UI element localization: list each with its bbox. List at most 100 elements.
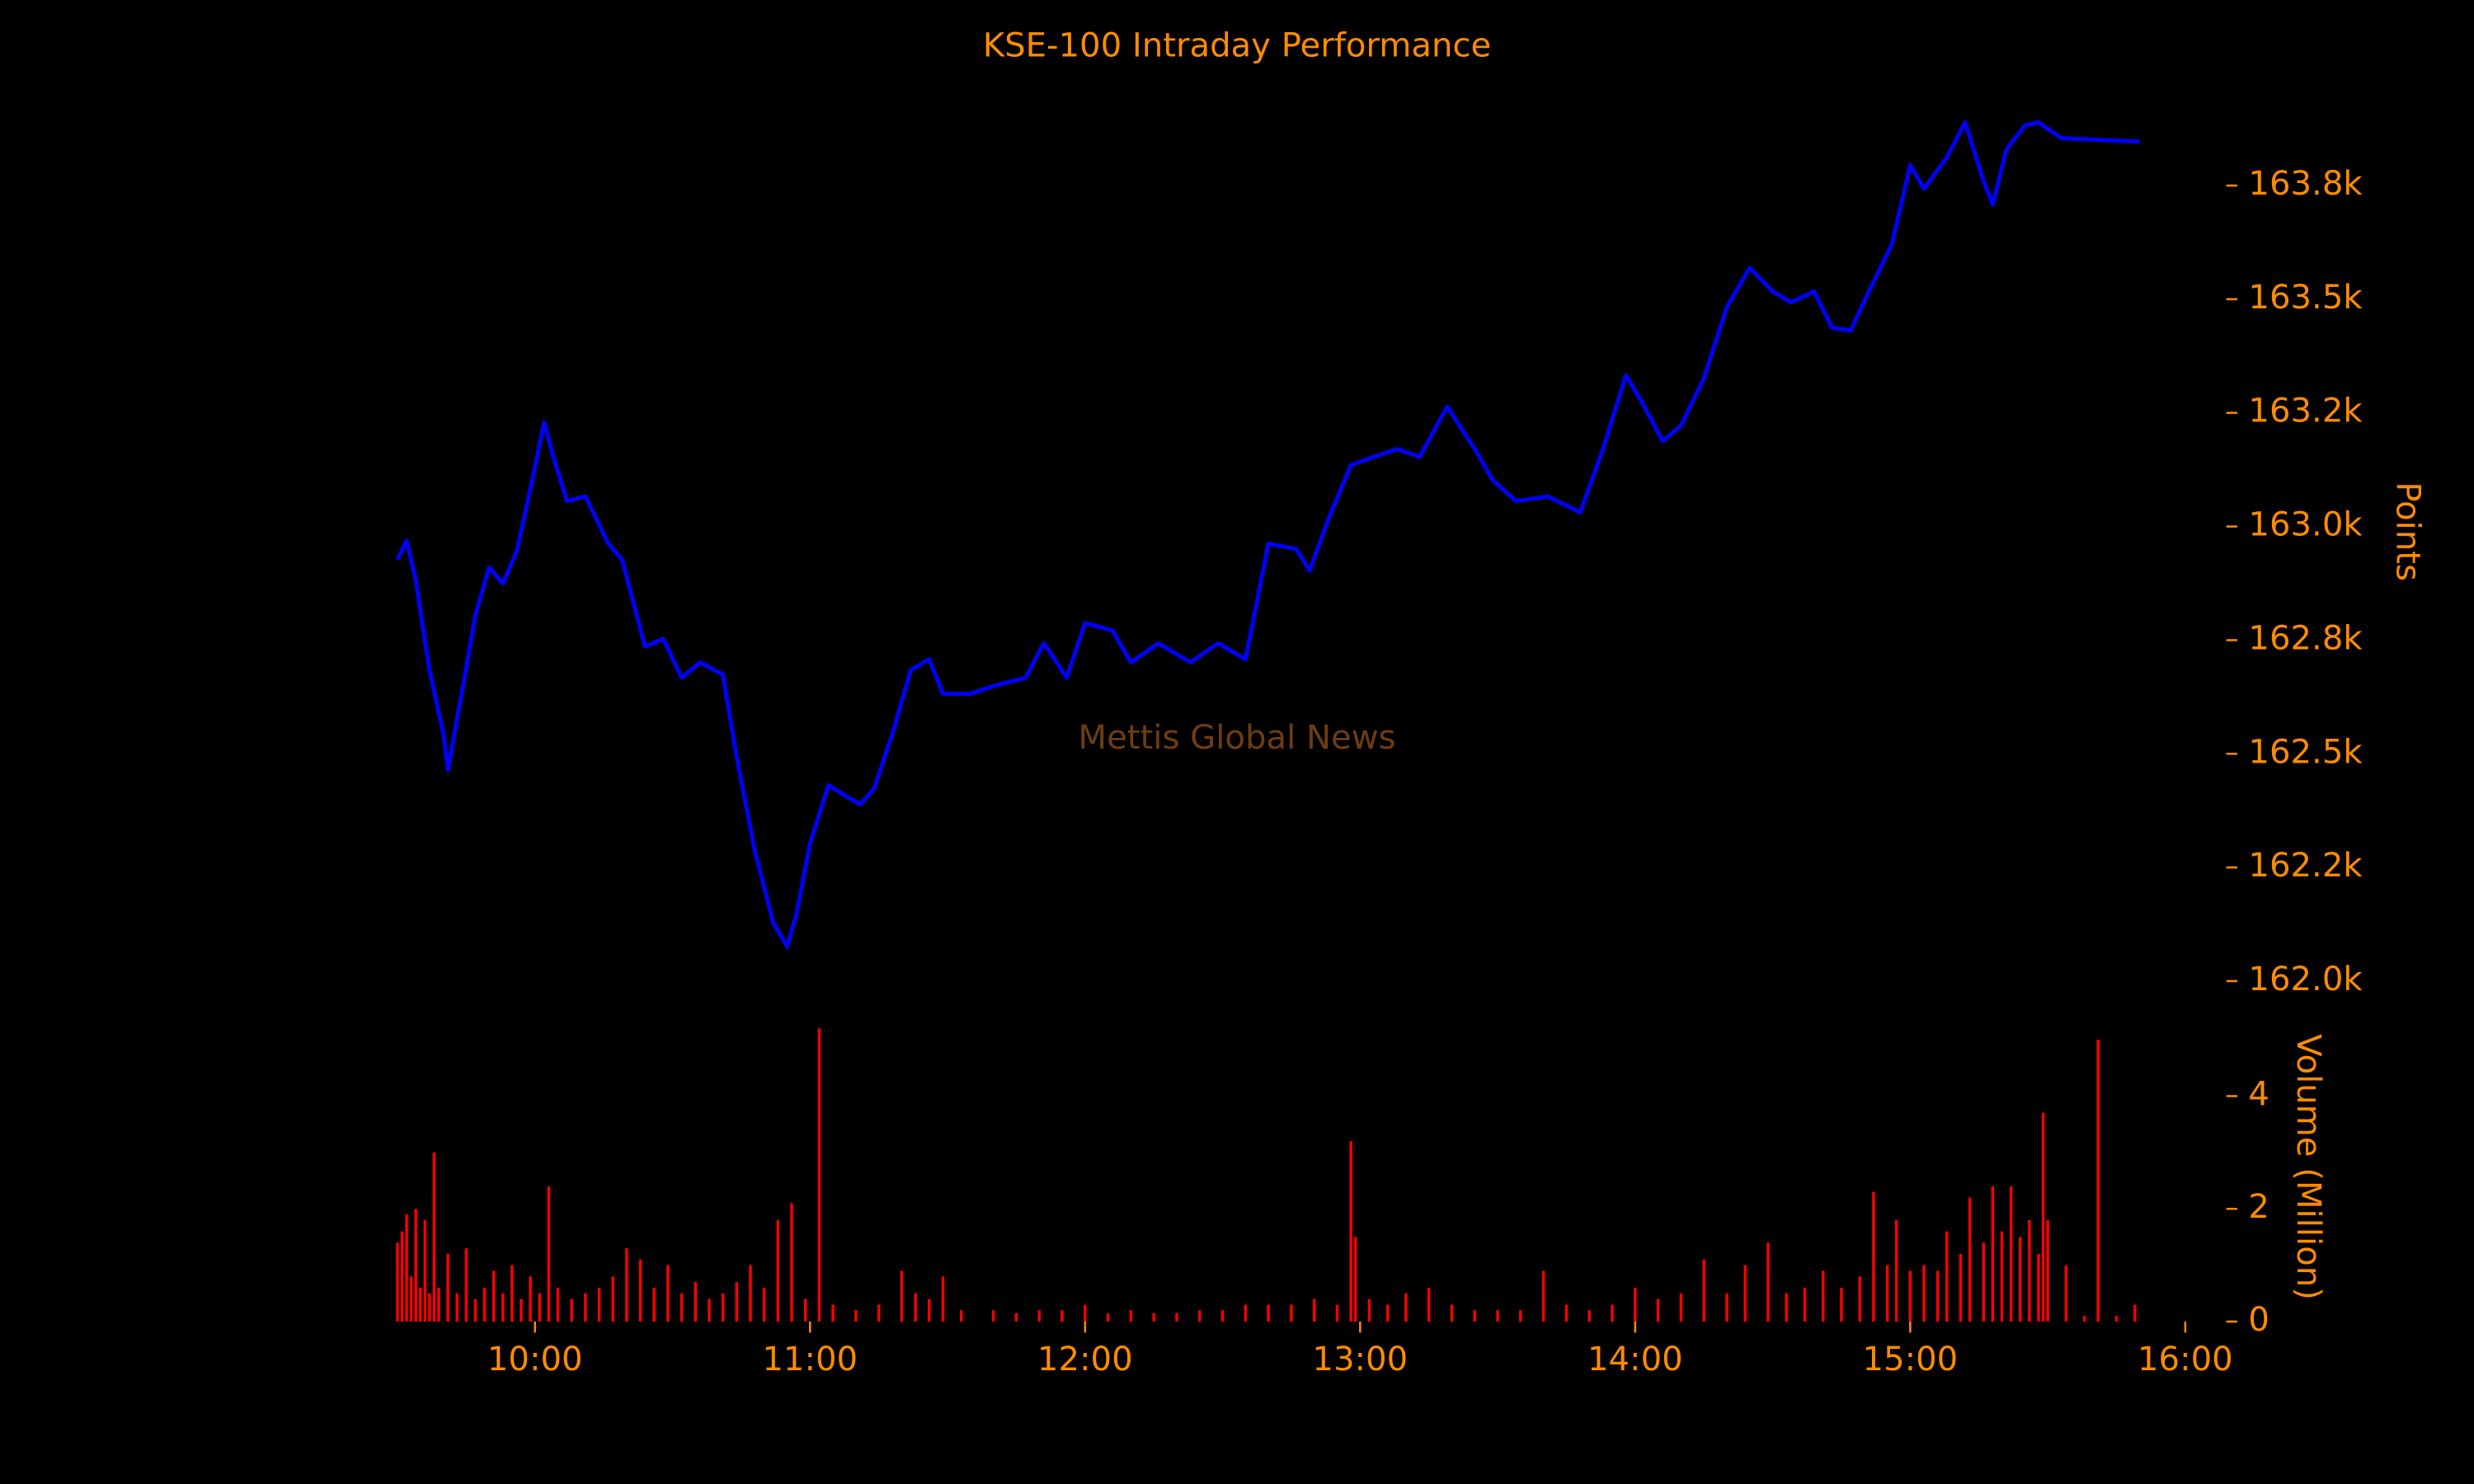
- volume-bar: [570, 1298, 573, 1322]
- volume-bar: [914, 1293, 917, 1322]
- volume-bar: [1221, 1310, 1225, 1322]
- volume-bar: [1290, 1304, 1293, 1322]
- volume-bar: [2133, 1304, 2137, 1322]
- volume-bar: [400, 1231, 404, 1322]
- volume-bar: [1803, 1287, 1807, 1322]
- volume-bar: [409, 1276, 413, 1322]
- volume-bar: [1725, 1293, 1729, 1322]
- volume-bar: [1991, 1186, 1995, 1322]
- volume-bar: [1367, 1298, 1371, 1322]
- volume-bar: [749, 1265, 752, 1322]
- volume-bar: [1106, 1313, 1110, 1322]
- volume-bar: [1959, 1253, 1963, 1322]
- volume-bar: [790, 1203, 793, 1322]
- volume-bar: [1335, 1304, 1339, 1322]
- volume-bar: [432, 1152, 436, 1322]
- volume-bar: [1061, 1310, 1064, 1322]
- volume-bar: [473, 1298, 477, 1322]
- x-tick-label: 15:00: [1862, 1341, 1958, 1378]
- volume-bar: [1385, 1304, 1390, 1322]
- y-tick-label: 2: [2248, 1188, 2269, 1226]
- volume-bar: [1922, 1265, 1926, 1322]
- y-tick-label: 162.8k: [2248, 619, 2363, 657]
- volume-bar: [1496, 1310, 1499, 1322]
- chart-title: KSE-100 Intraday Performance: [983, 26, 1491, 64]
- volume-bar: [510, 1265, 514, 1322]
- x-tick-label: 13:00: [1312, 1341, 1408, 1378]
- volume-bar: [1611, 1304, 1614, 1322]
- volume-bar: [708, 1298, 711, 1322]
- volume-bar: [2082, 1316, 2086, 1322]
- x-tick-label: 10:00: [487, 1341, 583, 1378]
- volume-bar: [1037, 1310, 1041, 1322]
- volume-bar: [803, 1298, 807, 1322]
- volume-bar: [680, 1293, 684, 1322]
- y-tick-label: 163.8k: [2248, 165, 2363, 203]
- volume-bar: [405, 1214, 408, 1322]
- volume-bar: [776, 1219, 780, 1322]
- volume-bar: [611, 1276, 614, 1322]
- volume-bar: [396, 1242, 399, 1322]
- volume-bar: [2114, 1316, 2119, 1322]
- x-tick-label: 12:00: [1037, 1341, 1133, 1378]
- volume-bar: [854, 1310, 858, 1322]
- volume-bar: [1587, 1310, 1591, 1322]
- volume-bar: [1766, 1242, 1770, 1322]
- y2-axis-label: Volume (Million): [2289, 1034, 2327, 1300]
- volume-bar: [556, 1287, 560, 1322]
- volume-bar: [638, 1259, 642, 1322]
- volume-bar: [2009, 1186, 2013, 1322]
- y-tick-label: 162.0k: [2248, 960, 2363, 998]
- volume-bar: [2046, 1219, 2049, 1322]
- volume-bar: [1450, 1304, 1454, 1322]
- volume-bar: [1541, 1270, 1545, 1322]
- volume-bar: [419, 1287, 422, 1322]
- volume-bar: [2019, 1237, 2022, 1322]
- volume-bar: [1014, 1313, 1018, 1322]
- volume-bar: [2041, 1113, 2045, 1322]
- volume-bar: [817, 1028, 821, 1322]
- volume-bar: [520, 1298, 523, 1322]
- volume-bar: [1785, 1293, 1788, 1322]
- y-tick-label: 162.5k: [2248, 733, 2363, 771]
- volume-bar: [446, 1253, 449, 1322]
- volume-bar: [625, 1248, 628, 1322]
- x-tick-label: 14:00: [1587, 1341, 1683, 1378]
- y-tick-label: 162.2k: [2248, 847, 2363, 885]
- volume-bar: [1175, 1313, 1178, 1322]
- volume-bar: [1473, 1310, 1476, 1322]
- volume-bar: [721, 1293, 725, 1322]
- volume-bar: [1840, 1287, 1843, 1322]
- volume-bar: [1679, 1293, 1683, 1322]
- volume-bar: [423, 1219, 427, 1322]
- volume-bar: [1312, 1298, 1316, 1322]
- y-tick-label: 163.2k: [2248, 392, 2363, 430]
- volume-bar: [1872, 1191, 1875, 1322]
- volume-bar: [1634, 1287, 1637, 1322]
- volume-bar: [762, 1287, 766, 1322]
- volume-bar: [1084, 1304, 1087, 1322]
- volume-bar: [959, 1310, 963, 1322]
- volume-bar: [1885, 1265, 1889, 1322]
- y-axis-label: Points: [2389, 481, 2427, 581]
- volume-bar: [529, 1276, 532, 1322]
- volume-bar: [1982, 1242, 1986, 1322]
- volume-bar: [1404, 1293, 1408, 1322]
- volume-bar: [666, 1265, 670, 1322]
- volume-bar: [1858, 1276, 1861, 1322]
- y-tick-label: 4: [2248, 1076, 2269, 1114]
- volume-bar: [547, 1186, 551, 1322]
- volume-bar: [1945, 1231, 1949, 1322]
- volume-bar: [597, 1287, 601, 1322]
- volume-bar: [1129, 1310, 1133, 1322]
- volume-bar: [1702, 1259, 1705, 1322]
- volume-bar: [694, 1282, 698, 1322]
- volume-bar: [414, 1209, 417, 1322]
- volume-bar: [1935, 1270, 1940, 1322]
- x-tick-label: 11:00: [762, 1341, 858, 1378]
- volume-bar: [492, 1270, 496, 1322]
- volume-bar: [928, 1298, 931, 1322]
- volume-bar: [1564, 1304, 1569, 1322]
